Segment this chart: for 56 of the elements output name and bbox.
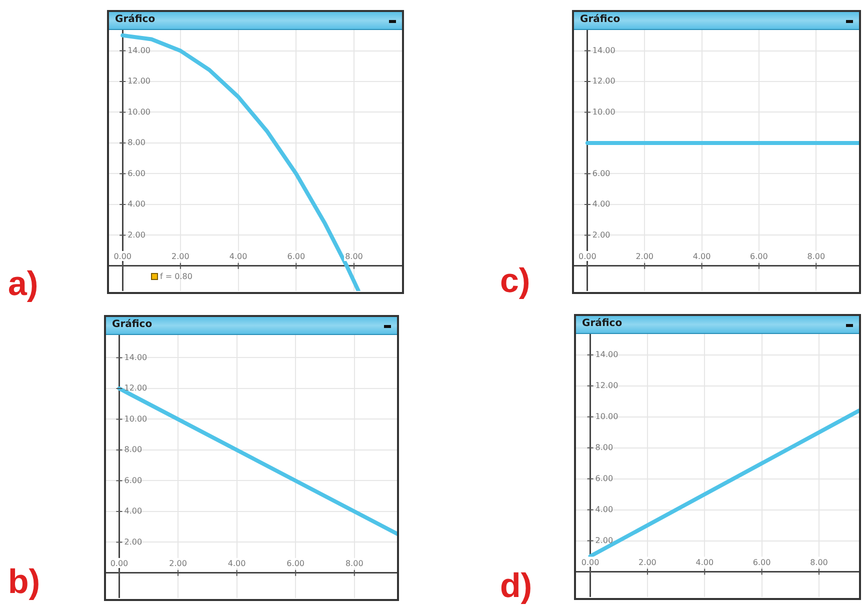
x-tick-label: 2.00: [636, 252, 654, 262]
x-tick-label: 0.00: [114, 252, 132, 262]
y-tick-label: 8.00: [124, 445, 142, 454]
y-tick-label: 14.00: [124, 352, 148, 362]
y-tick-label: 4.00: [592, 200, 610, 209]
x-tick-label: 2.00: [169, 559, 187, 568]
y-tick-label: 4.00: [124, 506, 142, 516]
y-tick-label: 10.00: [128, 107, 150, 116]
y-tick-label: 8.00: [595, 442, 614, 452]
y-tick-label: 6.00: [128, 168, 146, 178]
y-tick-label: 6.00: [124, 476, 142, 485]
x-tick-label: 8.00: [807, 252, 826, 262]
y-tick-label: 10.00: [124, 414, 148, 424]
y-tick-label: 12.00: [595, 380, 618, 390]
x-tick-label: 6.00: [752, 558, 771, 567]
y-tick-label: 10.00: [595, 412, 618, 421]
x-tick-label: 4.00: [696, 558, 714, 567]
text: a): [8, 265, 38, 304]
chart-title: Gráfico: [574, 12, 859, 30]
y-tick-label: 12.00: [128, 76, 150, 86]
text: c): [500, 262, 530, 301]
y-tick-label: 10.00: [592, 107, 616, 116]
text: d): [500, 567, 532, 606]
x-tick-label: 2.00: [172, 252, 190, 262]
x-tick-label: 8.00: [345, 252, 363, 262]
x-tick-label: 6.00: [287, 252, 306, 262]
x-tick-label: 0.00: [578, 252, 596, 262]
text: b): [8, 563, 40, 602]
x-tick-label: 4.00: [229, 252, 248, 262]
annotation: f = 0.80: [160, 272, 192, 281]
x-tick-label: 6.00: [750, 252, 768, 262]
x-tick-label: 8.00: [345, 559, 364, 568]
y-tick-label: 14.00: [595, 350, 618, 359]
y-tick-label: 6.00: [592, 168, 610, 178]
x-tick-label: 8.00: [810, 558, 828, 567]
chart-title: Gráfico: [109, 12, 402, 30]
y-tick-label: 2.00: [124, 537, 142, 546]
chart-title: Gráfico: [576, 316, 859, 334]
x-tick-label: 6.00: [286, 559, 304, 568]
y-tick-label: 2.00: [592, 230, 610, 240]
y-tick-label: 14.00: [592, 46, 616, 55]
y-tick-label: 2.00: [128, 230, 146, 240]
y-tick-label: 4.00: [595, 504, 614, 514]
chart-title: Gráfico: [106, 317, 397, 335]
x-tick-label: 4.00: [228, 559, 246, 568]
y-tick-label: 8.00: [128, 138, 146, 148]
y-tick-label: 2.00: [595, 536, 614, 545]
y-tick-label: 6.00: [595, 474, 614, 483]
x-tick-label: 2.00: [638, 558, 656, 567]
x-tick-label: 0.00: [110, 559, 128, 568]
y-tick-label: 12.00: [124, 384, 148, 393]
y-tick-label: 14.00: [128, 46, 150, 55]
y-tick-label: 4.00: [128, 200, 146, 209]
x-tick-label: 4.00: [692, 252, 711, 262]
x-tick-label: 0.00: [581, 558, 600, 567]
y-tick-label: 12.00: [592, 76, 616, 86]
